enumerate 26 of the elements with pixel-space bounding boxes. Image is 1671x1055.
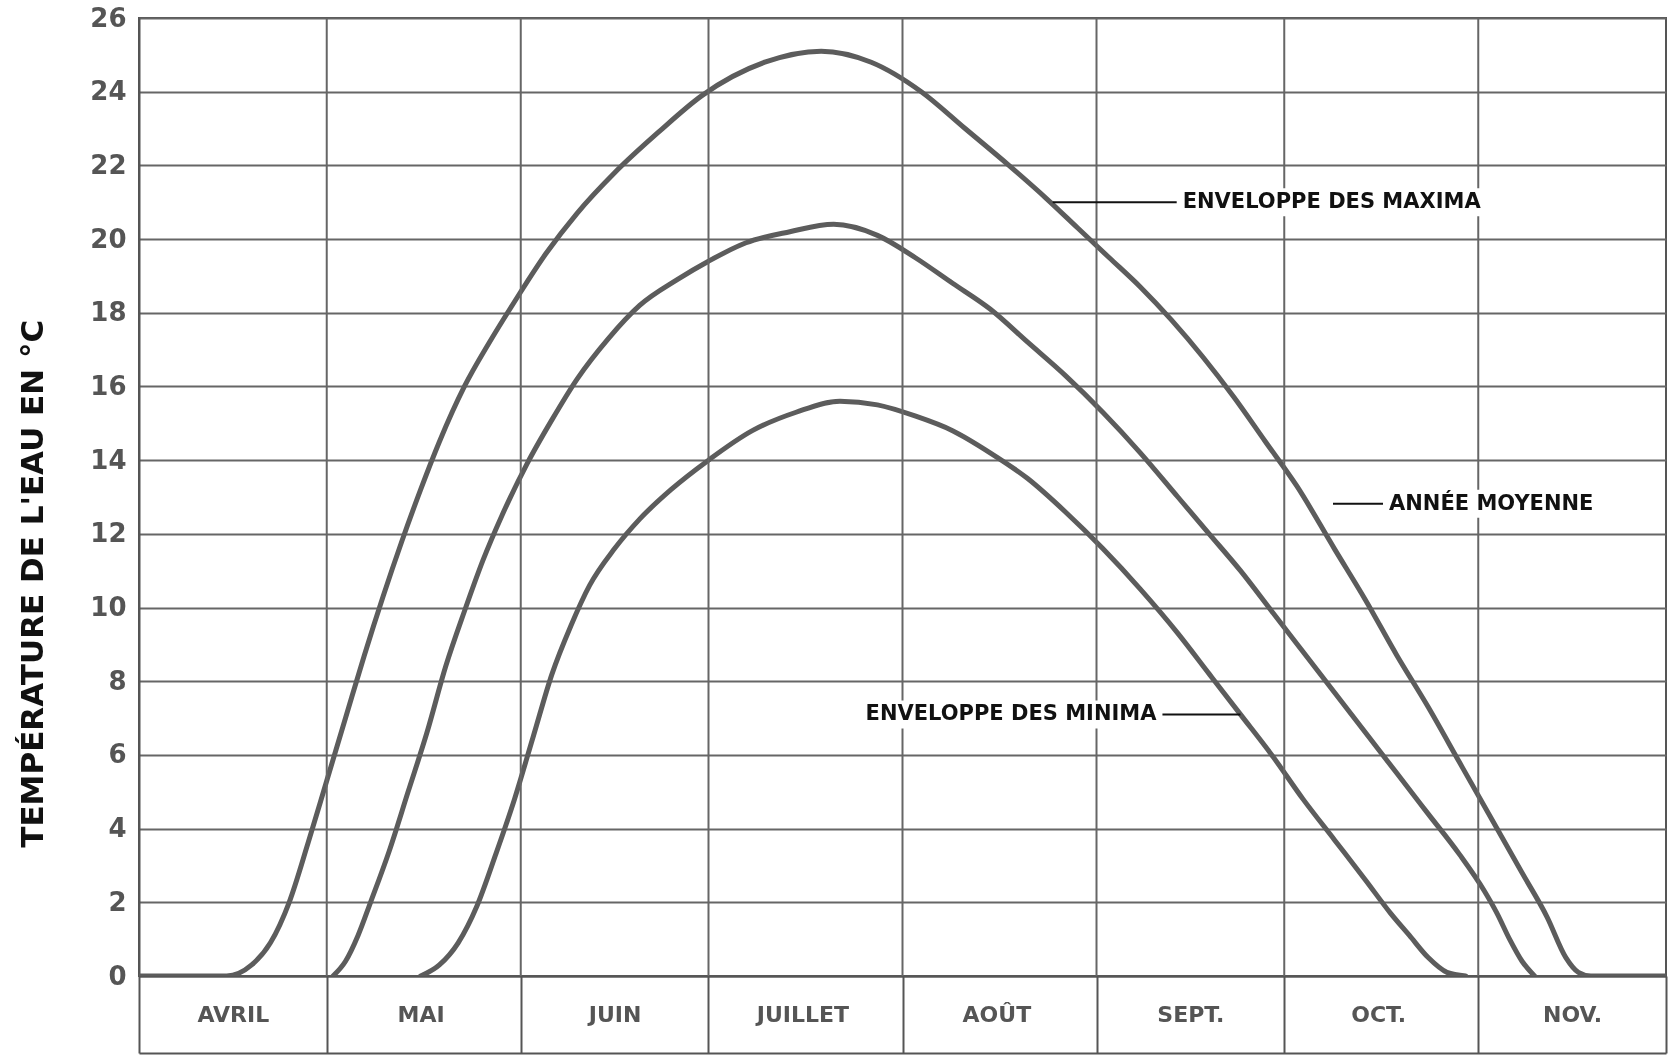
y-tick-label: 18 [90,297,127,328]
x-tick-label: SEPT. [1157,1002,1225,1027]
x-tick-label: JUILLET [754,1002,850,1027]
x-tick-label: AVRIL [197,1002,270,1027]
y-tick-label: 20 [90,223,127,254]
y-tick-label: 0 [108,960,127,991]
x-tick-label: AOÛT [962,1002,1032,1027]
y-axis-title: TEMPÉRATURE DE L'EAU EN °C [14,319,51,848]
y-tick-label: 2 [108,886,127,917]
y-tick-label: 22 [90,149,127,180]
x-tick-label: MAI [397,1002,445,1027]
y-tick-label: 4 [108,813,127,844]
x-tick-label: NOV. [1543,1002,1603,1027]
y-tick-label: 24 [90,76,127,107]
x-tick-label: JUIN [586,1002,642,1027]
annotation: ENVELOPPE DES MAXIMA [1182,189,1482,214]
x-tick-label: OCT. [1351,1002,1407,1027]
y-tick-label: 26 [90,2,127,33]
annotation: ENVELOPPE DES MINIMA [865,701,1158,726]
y-tick-label: 10 [90,592,127,623]
y-tick-label: 6 [108,739,127,770]
annotation: ANNÉE MOYENNE [1389,489,1594,515]
y-tick-label: 16 [90,370,127,401]
y-tick-label: 12 [90,518,127,549]
y-tick-label: 8 [108,665,127,696]
y-tick-label: 14 [90,444,127,475]
